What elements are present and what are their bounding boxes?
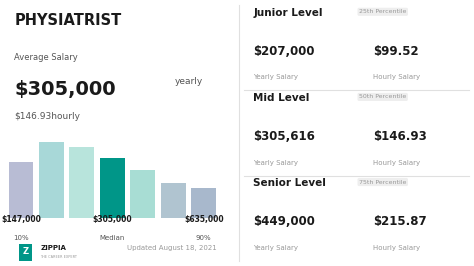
Text: Z: Z bbox=[22, 247, 28, 256]
Text: 50th Percentile: 50th Percentile bbox=[359, 94, 406, 99]
Text: $146.93hourly: $146.93hourly bbox=[14, 112, 81, 121]
Text: Mid Level: Mid Level bbox=[253, 93, 310, 103]
Text: $635,000: $635,000 bbox=[184, 215, 224, 224]
Text: Hourly Salary: Hourly Salary bbox=[373, 74, 420, 81]
Text: ZIPPIA: ZIPPIA bbox=[40, 245, 66, 251]
FancyBboxPatch shape bbox=[19, 244, 32, 261]
Text: 25th Percentile: 25th Percentile bbox=[359, 9, 406, 14]
Bar bbox=[70, 147, 94, 218]
Text: 90%: 90% bbox=[196, 235, 211, 241]
Text: Yearly Salary: Yearly Salary bbox=[253, 74, 298, 81]
Text: Hourly Salary: Hourly Salary bbox=[373, 160, 420, 166]
Text: $305,000: $305,000 bbox=[14, 80, 116, 99]
Bar bbox=[191, 188, 216, 218]
Bar bbox=[39, 142, 64, 218]
Bar bbox=[9, 162, 33, 218]
Text: $305,000: $305,000 bbox=[92, 215, 132, 224]
Text: $207,000: $207,000 bbox=[253, 45, 315, 58]
Text: $99.52: $99.52 bbox=[373, 45, 419, 58]
Text: Yearly Salary: Yearly Salary bbox=[253, 160, 298, 166]
Text: THE CAREER EXPERT: THE CAREER EXPERT bbox=[40, 255, 77, 259]
Text: $305,616: $305,616 bbox=[253, 130, 315, 143]
Text: yearly: yearly bbox=[175, 77, 203, 86]
Text: Average Salary: Average Salary bbox=[14, 53, 78, 62]
Text: PHYSIATRIST: PHYSIATRIST bbox=[14, 13, 122, 28]
Text: Hourly Salary: Hourly Salary bbox=[373, 245, 420, 251]
Text: Yearly Salary: Yearly Salary bbox=[253, 245, 298, 251]
Text: $146.93: $146.93 bbox=[373, 130, 427, 143]
Text: Junior Level: Junior Level bbox=[253, 8, 323, 18]
Text: $147,000: $147,000 bbox=[1, 215, 41, 224]
Text: Senior Level: Senior Level bbox=[253, 178, 326, 188]
Text: 10%: 10% bbox=[13, 235, 29, 241]
Text: Median: Median bbox=[100, 235, 125, 241]
Bar bbox=[100, 157, 125, 218]
Bar bbox=[130, 170, 155, 218]
Text: 75th Percentile: 75th Percentile bbox=[359, 180, 406, 185]
Bar bbox=[161, 183, 186, 218]
Text: $215.87: $215.87 bbox=[373, 215, 427, 228]
Text: $449,000: $449,000 bbox=[253, 215, 315, 228]
Text: Updated August 18, 2021: Updated August 18, 2021 bbox=[128, 245, 217, 251]
